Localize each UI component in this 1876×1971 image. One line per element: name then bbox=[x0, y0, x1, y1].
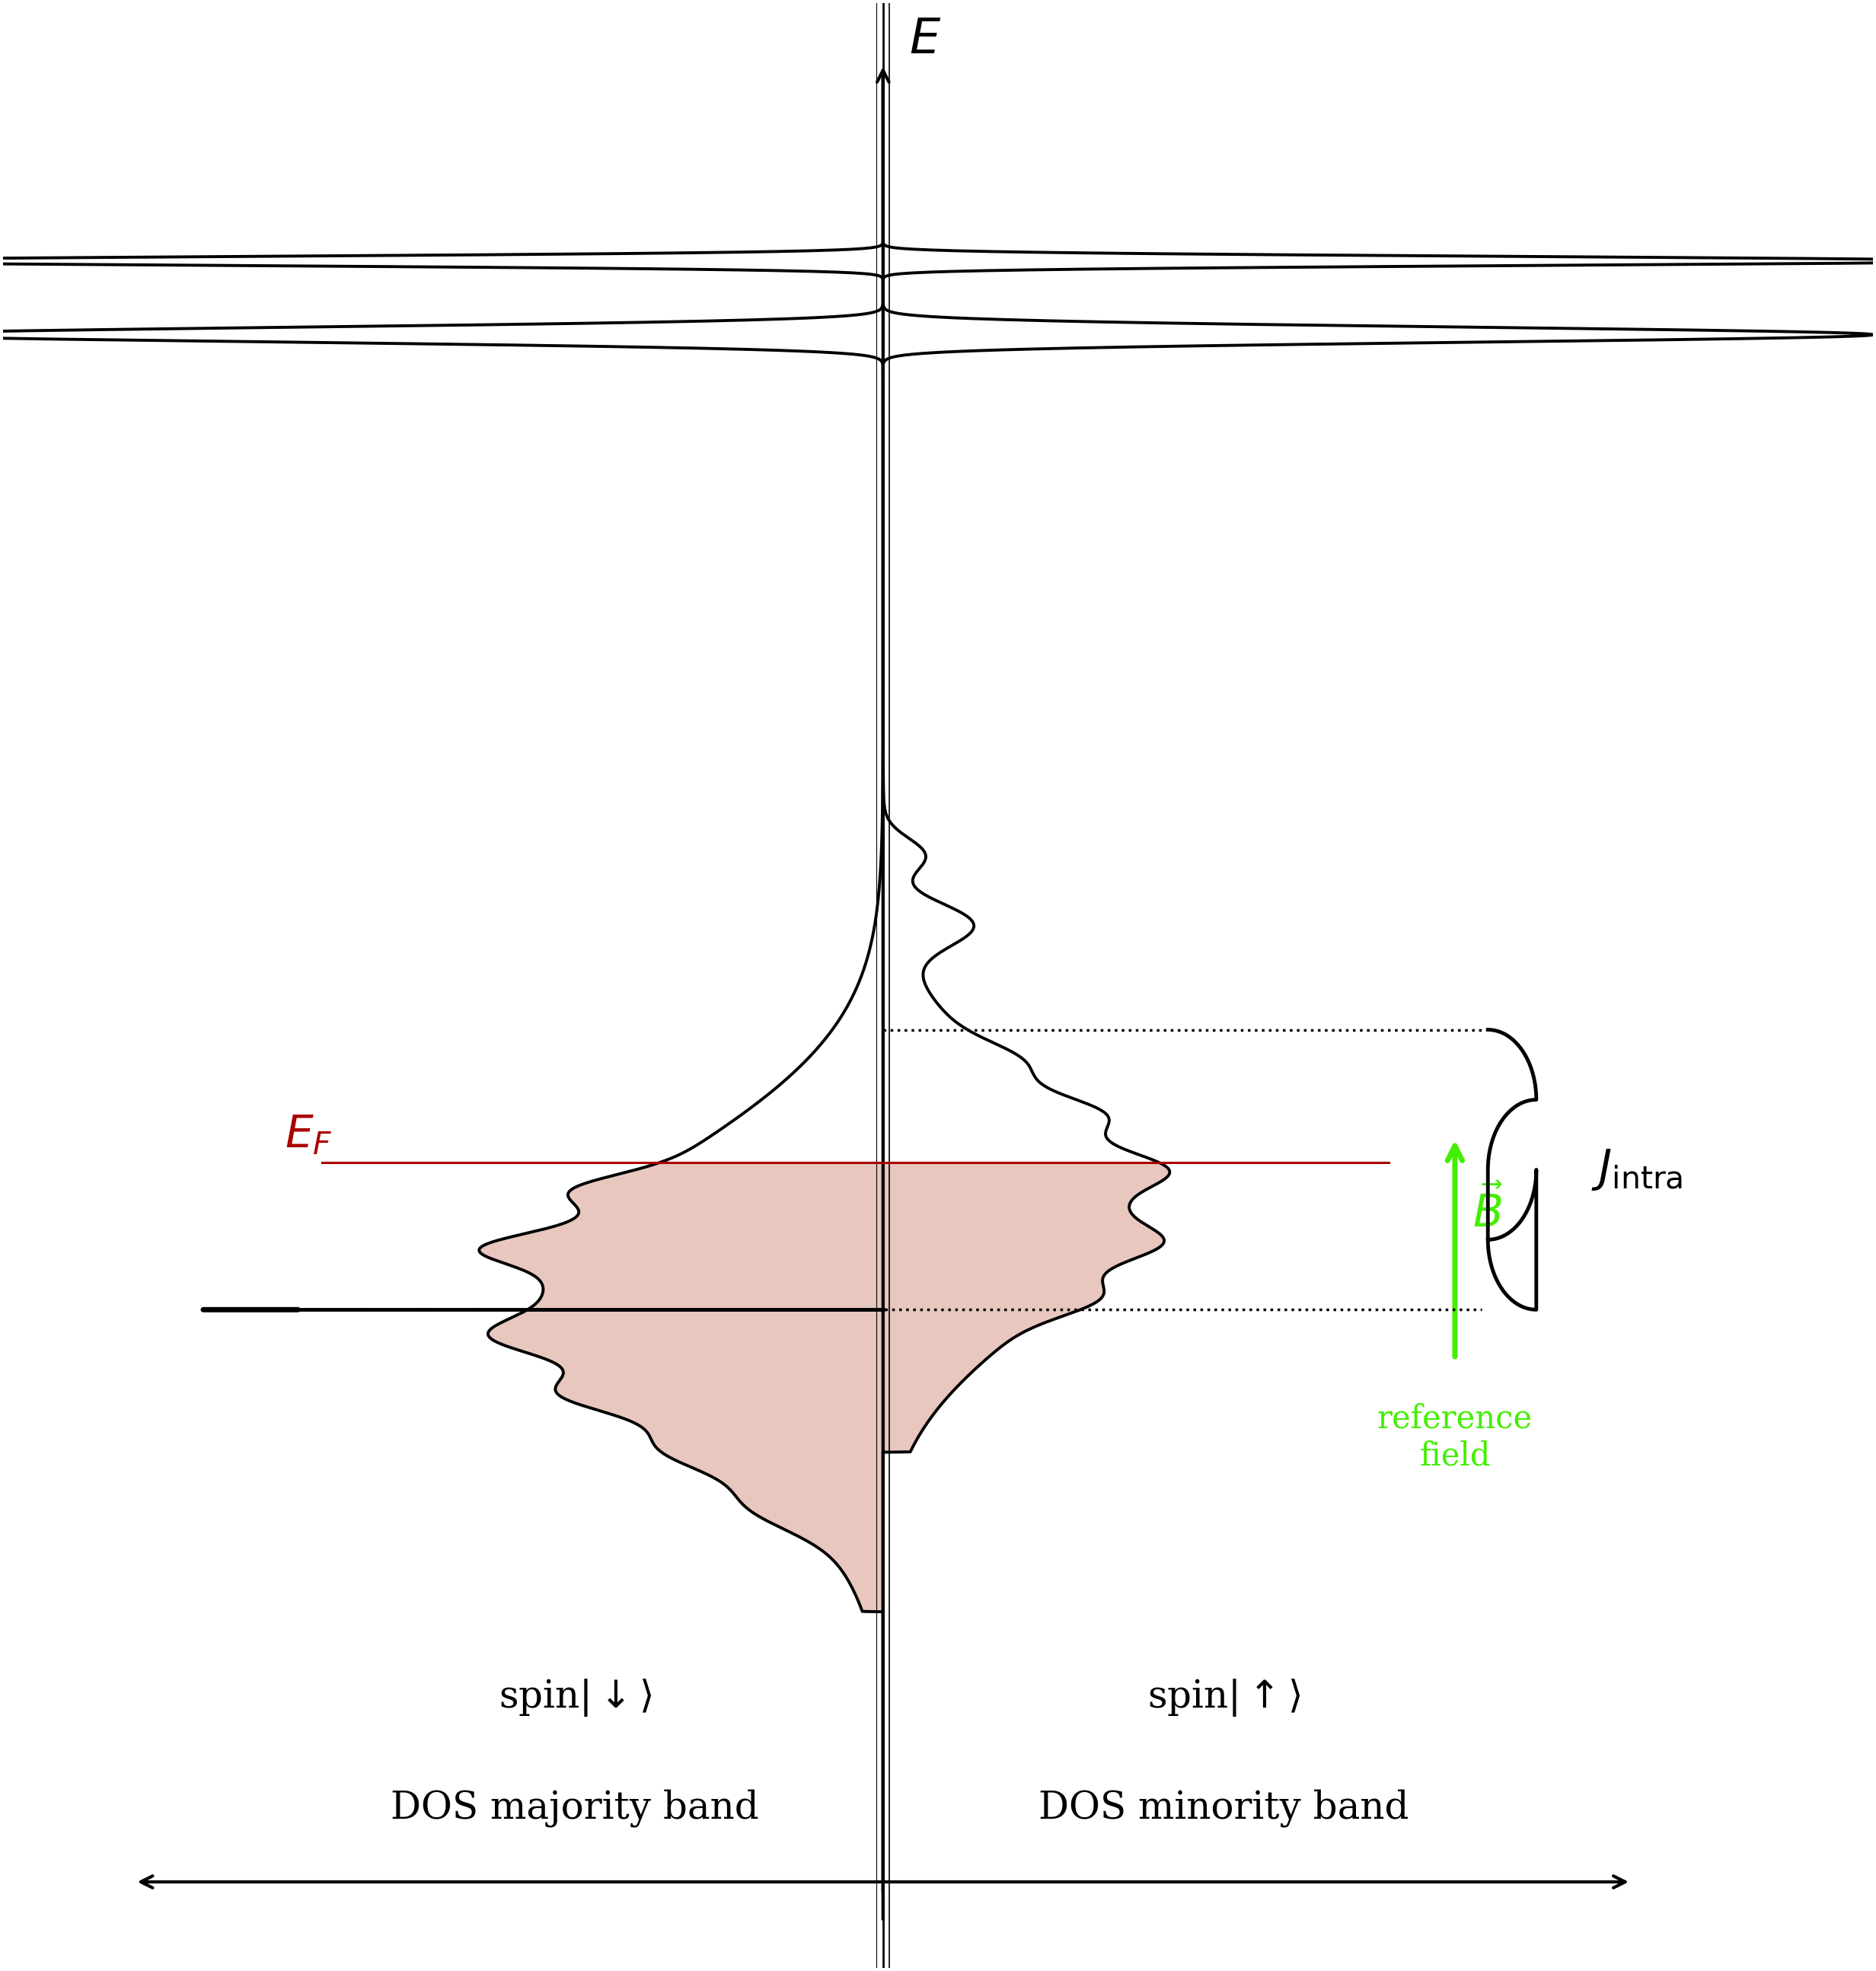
Text: spin$|\downarrow\rangle$: spin$|\downarrow\rangle$ bbox=[499, 1677, 651, 1719]
Text: $E_F$: $E_F$ bbox=[285, 1114, 332, 1157]
Text: DOS minority band: DOS minority band bbox=[1039, 1790, 1409, 1827]
Text: spin$|\uparrow\rangle$: spin$|\uparrow\rangle$ bbox=[1148, 1677, 1300, 1719]
Text: DOS majority band: DOS majority band bbox=[390, 1790, 760, 1827]
Text: $J_\mathrm{intra}$: $J_\mathrm{intra}$ bbox=[1591, 1147, 1683, 1192]
Text: reference
field: reference field bbox=[1377, 1403, 1533, 1472]
Text: $E$: $E$ bbox=[910, 16, 942, 63]
Text: $\vec{B}$: $\vec{B}$ bbox=[1473, 1187, 1503, 1236]
